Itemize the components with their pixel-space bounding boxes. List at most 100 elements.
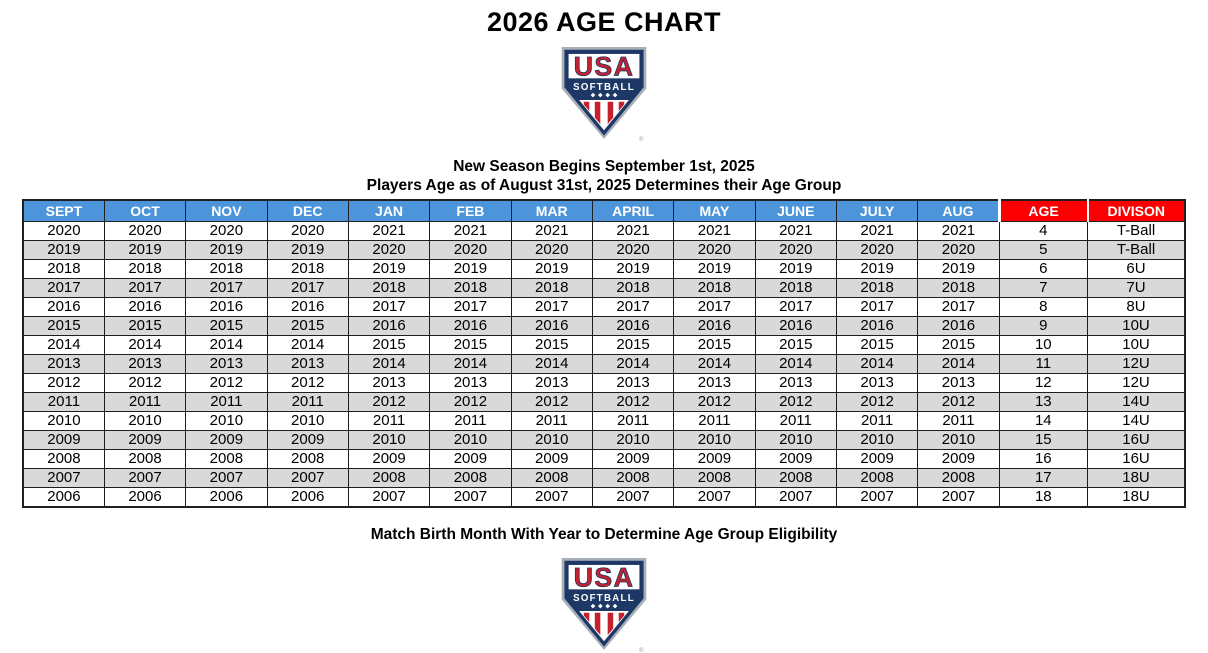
logo-registered-mark: ®	[639, 647, 644, 653]
table-row: 2016 2016 2016 2016 2017 2017 2017 2017 2017 2017…	[22, 297, 1186, 317]
cell-birth-year: 2012	[103, 373, 187, 393]
cell-birth-year: 2012	[673, 392, 756, 412]
cell-birth-year: 2008	[185, 449, 268, 469]
cell-birth-year: 2008	[510, 468, 593, 488]
table-row: 2019 2019 2019 2019 2020 2020 2020 2020 2020 2020…	[22, 240, 1186, 260]
cell-birth-year: 2017	[917, 297, 1000, 317]
cell-birth-year: 2021	[754, 221, 837, 241]
cell-birth-year: 2010	[673, 430, 756, 450]
cell-birth-year: 2008	[429, 468, 512, 488]
cell-birth-year: 2010	[347, 430, 431, 450]
cell-birth-year: 2020	[673, 240, 756, 260]
cell-birth-year: 2015	[266, 316, 349, 336]
cell-birth-year: 2021	[835, 221, 919, 241]
cell-birth-year: 2010	[185, 411, 268, 431]
cell-birth-year: 2006	[185, 487, 268, 508]
table-row: 2017 2017 2017 2017 2018 2018 2018 2018 2018 2018…	[22, 278, 1186, 298]
logo-wordmark-usa: USA	[574, 563, 634, 593]
logo-wordmark-softball: SOFTBALL	[573, 82, 635, 93]
cell-birth-year: 2018	[347, 278, 431, 298]
cell-birth-year: 2019	[22, 240, 105, 260]
cell-birth-year: 2020	[185, 221, 268, 241]
cell-birth-year: 2015	[22, 316, 105, 336]
cell-birth-year: 2017	[591, 297, 675, 317]
cell-birth-year: 2020	[429, 240, 512, 260]
cell-birth-year: 2013	[754, 373, 837, 393]
col-header-april: APRIL	[591, 199, 675, 222]
cell-birth-year: 2013	[103, 354, 187, 374]
cell-birth-year: 2009	[347, 449, 431, 469]
cell-birth-year: 2014	[754, 354, 837, 374]
table-row: 2008 2008 2008 2008 2009 2009 2009 2009 2009 2009…	[22, 449, 1186, 469]
cell-division: 7U	[1087, 278, 1186, 298]
cell-birth-year: 2008	[673, 468, 756, 488]
cell-age: 10	[998, 335, 1089, 355]
cell-birth-year: 2017	[22, 278, 105, 298]
cell-birth-year: 2007	[835, 487, 919, 508]
cell-division: T-Ball	[1087, 240, 1186, 260]
cell-birth-year: 2021	[917, 221, 1000, 241]
cell-birth-year: 2019	[917, 259, 1000, 279]
cell-birth-year: 2015	[754, 335, 837, 355]
cell-birth-year: 2014	[429, 354, 512, 374]
cell-birth-year: 2013	[429, 373, 512, 393]
cell-birth-year: 2008	[22, 449, 105, 469]
col-header-divison: DIVISON	[1086, 199, 1186, 222]
cell-birth-year: 2007	[673, 487, 756, 508]
cell-age: 15	[998, 430, 1089, 450]
cell-division: T-Ball	[1087, 221, 1186, 241]
cell-birth-year: 2013	[22, 354, 105, 374]
cell-birth-year: 2019	[266, 240, 349, 260]
cell-birth-year: 2018	[835, 278, 919, 298]
cell-birth-year: 2010	[835, 430, 919, 450]
cell-age: 4	[998, 221, 1089, 241]
cell-birth-year: 2017	[673, 297, 756, 317]
cell-birth-year: 2018	[510, 278, 593, 298]
cell-age: 13	[998, 392, 1089, 412]
table-row: 2015 2015 2015 2015 2016 2016 2016 2016 2016 2016…	[22, 316, 1186, 336]
cell-division: 16U	[1087, 449, 1186, 469]
cell-division: 18U	[1087, 487, 1186, 508]
cell-birth-year: 2006	[103, 487, 187, 508]
cell-birth-year: 2020	[591, 240, 675, 260]
cell-birth-year: 2009	[266, 430, 349, 450]
cell-birth-year: 2011	[266, 392, 349, 412]
cell-birth-year: 2012	[510, 392, 593, 412]
cell-birth-year: 2019	[347, 259, 431, 279]
cell-birth-year: 2015	[835, 335, 919, 355]
col-header-nov: NOV	[185, 199, 268, 222]
cell-birth-year: 2008	[835, 468, 919, 488]
cell-birth-year: 2009	[185, 430, 268, 450]
table-body: 2020 2020 2020 2020 2021 2021 2021 2021 2021 2021…	[22, 221, 1186, 508]
cell-birth-year: 2015	[347, 335, 431, 355]
cell-birth-year: 2018	[103, 259, 187, 279]
cell-birth-year: 2016	[835, 316, 919, 336]
col-header-aug: AUG	[917, 199, 1000, 222]
season-start-note: New Season Begins September 1st, 2025	[453, 158, 755, 175]
cell-birth-year: 2020	[510, 240, 593, 260]
cell-division: 14U	[1087, 392, 1186, 412]
cell-birth-year: 2019	[754, 259, 837, 279]
cell-birth-year: 2012	[917, 392, 1000, 412]
table-header-row: SEPT OCT NOV DEC JAN FEB MAR APRIL MAY JUNE JULY AU…	[22, 199, 1186, 222]
cell-birth-year: 2010	[510, 430, 593, 450]
cell-birth-year: 2012	[22, 373, 105, 393]
usa-softball-logo-top: USA SOFTBALL ®	[0, 45, 1208, 142]
cell-birth-year: 2016	[510, 316, 593, 336]
cell-birth-year: 2020	[347, 240, 431, 260]
col-header-may: MAY	[673, 199, 756, 222]
table-row: 2014 2014 2014 2014 2015 2015 2015 2015 2015 2015…	[22, 335, 1186, 355]
cell-age: 16	[998, 449, 1089, 469]
cell-birth-year: 2007	[185, 468, 268, 488]
cell-birth-year: 2009	[754, 449, 837, 469]
cell-birth-year: 2011	[917, 411, 1000, 431]
cell-birth-year: 2013	[266, 354, 349, 374]
col-header-dec: DEC	[266, 199, 349, 222]
table-row: 2013 2013 2013 2013 2014 2014 2014 2014 2014 2014…	[22, 354, 1186, 374]
cell-birth-year: 2008	[917, 468, 1000, 488]
cell-division: 12U	[1087, 373, 1186, 393]
table-row: 2020 2020 2020 2020 2021 2021 2021 2021 2021 2021…	[22, 221, 1186, 241]
cell-birth-year: 2010	[591, 430, 675, 450]
age-chart-table: SEPT OCT NOV DEC JAN FEB MAR APRIL MAY JUNE JULY AU…	[22, 199, 1186, 508]
